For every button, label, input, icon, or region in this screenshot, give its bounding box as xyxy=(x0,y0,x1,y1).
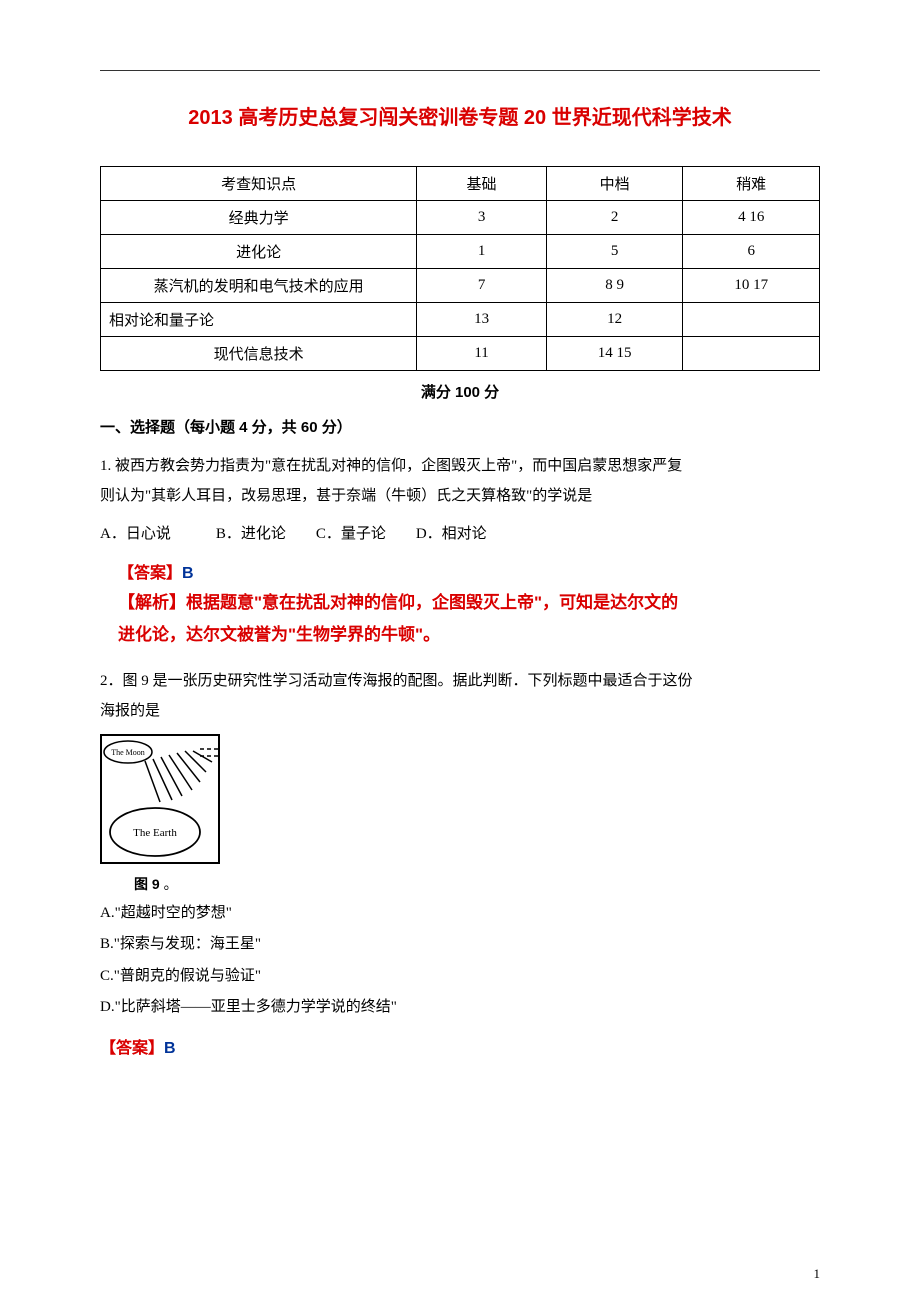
q1-analysis: 【解析】根据题意"意在扰乱对神的信仰，企图毁灭上帝"，可知是达尔文的 进化论，达… xyxy=(118,587,802,652)
analysis-label: 【解析】 xyxy=(118,593,186,612)
cell: 11 xyxy=(417,337,546,371)
cell: 8 9 xyxy=(546,269,683,303)
cell: 进化论 xyxy=(101,235,417,269)
question-2: 2．图 9 是一张历史研究性学习活动宣传海报的配图。据此判断．下列标题中最适合于… xyxy=(100,666,820,726)
q2-text-line2: 海报的是 xyxy=(100,703,160,719)
cell xyxy=(683,303,820,337)
table-row: 经典力学 3 2 4 16 xyxy=(101,201,820,235)
analysis-text-2: 进化论，达尔文被誉为"生物学界的牛顿"。 xyxy=(118,625,440,644)
cell: 3 xyxy=(417,201,546,235)
moon-label: The Moon xyxy=(111,748,145,757)
answer-value: B xyxy=(164,1040,176,1057)
cell: 现代信息技术 xyxy=(101,337,417,371)
answer-value: B xyxy=(182,565,194,582)
cell: 5 xyxy=(546,235,683,269)
page-number: 1 xyxy=(814,1266,821,1282)
q2-option-a: A."超越时空的梦想" xyxy=(100,898,820,930)
th-basic: 基础 xyxy=(417,167,546,201)
th-hard: 稍难 xyxy=(683,167,820,201)
cell: 经典力学 xyxy=(101,201,417,235)
section-1-heading: 一、选择题（每小题 4 分，共 60 分） xyxy=(100,416,820,437)
q2-option-d: D."比萨斜塔——亚里士多德力学学说的终结" xyxy=(100,992,820,1024)
q2-option-b: B."探索与发现：海王星" xyxy=(100,929,820,961)
topics-table: 考查知识点 基础 中档 稍难 经典力学 3 2 4 16 进化论 1 5 6 蒸… xyxy=(100,166,820,371)
table-header-row: 考查知识点 基础 中档 稍难 xyxy=(101,167,820,201)
table-row: 蒸汽机的发明和电气技术的应用 7 8 9 10 17 xyxy=(101,269,820,303)
cell: 13 xyxy=(417,303,546,337)
q2-answer: 【答案】B xyxy=(100,1034,820,1058)
cell: 14 15 xyxy=(546,337,683,371)
q1-options: A．日心说 B．进化论 C．量子论 D．相对论 xyxy=(100,519,820,549)
earth-label: The Earth xyxy=(133,827,177,839)
q1-text-line2: 则认为"其彰人耳目，改易思理，甚于奈端（牛顿）氏之天算格致"的学说是 xyxy=(100,488,592,504)
cell: 4 16 xyxy=(683,201,820,235)
top-divider xyxy=(100,70,820,71)
table-row: 现代信息技术 11 14 15 xyxy=(101,337,820,371)
cell: 1 xyxy=(417,235,546,269)
cell: 6 xyxy=(683,235,820,269)
cell: 12 xyxy=(546,303,683,337)
table-row: 相对论和量子论 13 12 xyxy=(101,303,820,337)
cell: 相对论和量子论 xyxy=(101,303,417,337)
cell xyxy=(683,337,820,371)
full-score-label: 满分 100 分 xyxy=(100,381,820,402)
page-container: 2013 高考历史总复习闯关密训卷专题 20 世界近现代科学技术 考查知识点 基… xyxy=(0,0,920,1302)
answer-label: 【答案】 xyxy=(118,565,182,582)
analysis-text-1: 根据题意"意在扰乱对神的信仰，企图毁灭上帝"，可知是达尔文的 xyxy=(186,593,678,612)
cell: 7 xyxy=(417,269,546,303)
figure-9: The Moon The Earth 图 9 。 xyxy=(100,734,820,894)
table-row: 进化论 1 5 6 xyxy=(101,235,820,269)
q1-text-line1: 1. 被西方教会势力指责为"意在扰乱对神的信仰，企图毁灭上帝"，而中国启蒙思想家… xyxy=(100,458,682,474)
q2-text-line1: 2．图 9 是一张历史研究性学习活动宣传海报的配图。据此判断．下列标题中最适合于… xyxy=(100,673,693,689)
document-title: 2013 高考历史总复习闯关密训卷专题 20 世界近现代科学技术 xyxy=(100,101,820,130)
th-topic: 考查知识点 xyxy=(101,167,417,201)
cell: 10 17 xyxy=(683,269,820,303)
th-mid: 中档 xyxy=(546,167,683,201)
cell: 2 xyxy=(546,201,683,235)
figure-9-svg: The Moon The Earth xyxy=(100,734,230,874)
q1-answer: 【答案】B xyxy=(118,559,820,583)
cell: 蒸汽机的发明和电气技术的应用 xyxy=(101,269,417,303)
q2-option-c: C."普朗克的假说与验证" xyxy=(100,961,820,993)
answer-label: 【答案】 xyxy=(100,1040,164,1057)
figure-9-caption: 图 9 。 xyxy=(134,874,820,894)
question-1: 1. 被西方教会势力指责为"意在扰乱对神的信仰，企图毁灭上帝"，而中国启蒙思想家… xyxy=(100,451,820,511)
